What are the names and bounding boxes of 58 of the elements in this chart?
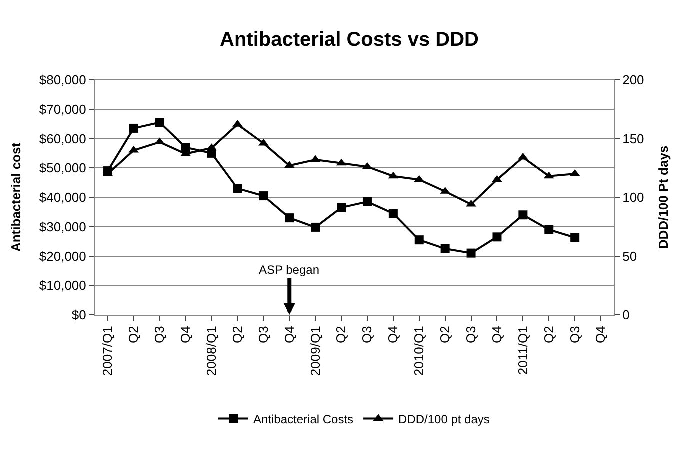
x-tick-label: Q2: [541, 326, 556, 344]
y2-tick-label: 150: [622, 131, 644, 146]
y2-tick-label: 0: [622, 308, 630, 323]
point: [233, 184, 242, 194]
point: [466, 248, 476, 258]
y2-tick-label: 200: [622, 72, 644, 88]
legend-label: DDD/100 pt days: [398, 412, 490, 426]
y-tick-label: $0: [72, 308, 86, 323]
x-tick-label: Q4: [593, 326, 608, 344]
point: [544, 225, 554, 234]
y-tick-label: $80,000: [39, 72, 86, 88]
y2-tick-label: 50: [622, 248, 638, 264]
x-tick-label: Q2: [126, 326, 142, 344]
point: [181, 143, 190, 152]
x-tick-label: Q4: [282, 326, 297, 344]
point: [337, 203, 346, 212]
x-tick-label: Q3: [567, 326, 582, 344]
point: [388, 209, 398, 218]
chart-title: Antibacterial Costs vs DDD: [220, 28, 479, 51]
y-tick-label: $50,000: [39, 160, 86, 176]
point: [362, 197, 372, 206]
x-tick-label: 2009/Q1: [308, 326, 323, 376]
point: [311, 222, 320, 232]
x-tick-label: Q4: [178, 326, 194, 344]
point: [414, 236, 424, 245]
annotation: ASP began: [259, 263, 320, 277]
legend-label: Antibacterial Costs: [254, 412, 354, 426]
point: [285, 214, 294, 223]
point: [492, 175, 502, 182]
x-tick-label: Q3: [360, 326, 375, 344]
point: [129, 124, 138, 133]
x-tick-label: Q2: [230, 326, 245, 344]
y2-axis-title: DDD/100 Pt days: [656, 146, 671, 250]
y2-tick-label: 100: [622, 190, 644, 206]
x-tick-label: Q3: [152, 326, 168, 344]
x-tick-label: 2010/Q1: [412, 326, 427, 376]
x-tick-label: 2008/Q1: [204, 326, 220, 376]
y-tick-label: $70,000: [39, 102, 86, 117]
x-tick-label: Q3: [256, 326, 271, 344]
y-tick-label: $60,000: [39, 131, 86, 146]
y-tick-label: $30,000: [39, 219, 86, 234]
y-tick-label: $10,000: [39, 278, 86, 294]
point: [492, 232, 502, 242]
y-tick-label: $20,000: [39, 248, 86, 264]
x-tick-label: Q2: [438, 326, 453, 344]
x-tick-label: Q2: [334, 326, 349, 344]
x-tick-label: 2011/Q1: [515, 326, 530, 376]
point: [518, 210, 528, 220]
point: [155, 118, 164, 128]
point: [570, 233, 580, 242]
point: [259, 192, 268, 201]
x-tick-label: Q4: [489, 326, 504, 344]
x-tick-label: 2007/Q1: [100, 326, 116, 376]
point: [440, 244, 450, 254]
y-axis-title: Antibacterial cost: [8, 142, 24, 252]
x-tick-label: Q3: [464, 326, 479, 344]
y-tick-label: $40,000: [39, 190, 86, 206]
x-tick-label: Q4: [386, 326, 401, 344]
